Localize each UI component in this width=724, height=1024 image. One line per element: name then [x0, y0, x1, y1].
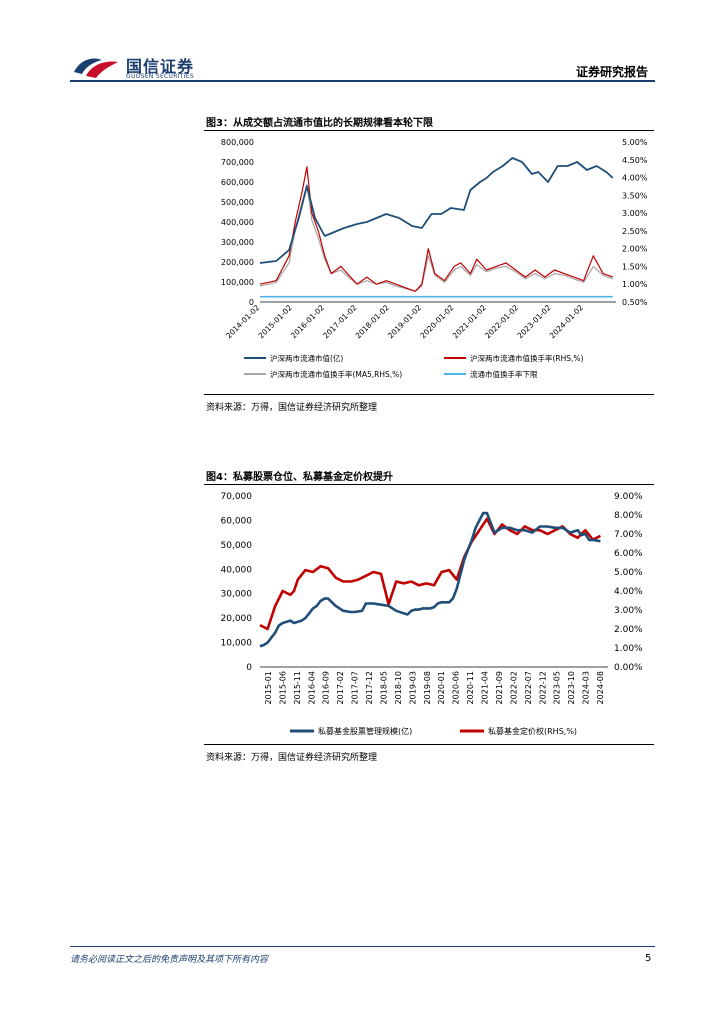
logo-mark-icon [74, 58, 118, 78]
y-right-tick-label: 7.00% [614, 530, 643, 540]
y-right-tick-label: 6.00% [614, 549, 643, 559]
y-left-tick-label: 800,000 [221, 138, 254, 147]
y-left-tick-label: 300,000 [221, 238, 254, 247]
y-right-tick-label: 4.00% [614, 587, 643, 597]
y-left-tick-label: 500,000 [221, 198, 254, 207]
y-left-tick-label: 0 [249, 298, 254, 307]
x-tick-label: 2024-03 [582, 671, 591, 704]
series-line-1 [259, 157, 614, 264]
x-tick-label: 2021-09 [495, 671, 504, 704]
x-tick-label: 2015-06 [278, 671, 287, 704]
x-tick-label: 2016-09 [322, 671, 331, 704]
x-tick-label: 2016-04 [307, 671, 316, 704]
x-tick-label: 2020-06 [452, 671, 461, 704]
y-right-tick-label: 3.50% [622, 191, 648, 200]
x-tick-label: 2023-05 [553, 671, 562, 704]
logo-text-cn: 国信证券 [126, 57, 195, 76]
x-tick-label: 2022-07 [524, 671, 533, 704]
y-right-tick-label: 5.00% [622, 138, 648, 147]
legend-label: 沪深两市流通市值(亿) [270, 353, 343, 363]
figure3-title: 图3：从成交额占流通市值比的长期规律看本轮下限 [206, 118, 433, 129]
series-line-3 [259, 184, 614, 292]
y-right-tick-label: 9.00% [614, 492, 643, 502]
y-right-tick-label: 4.00% [622, 174, 648, 183]
x-tick-label: 2017-02 [336, 671, 345, 704]
y-right-tick-label: 2.00% [614, 625, 643, 635]
y-right-tick-label: 2.50% [622, 227, 648, 236]
figure3-source: 资料来源：万得，国信证券经济研究所整理 [206, 403, 378, 413]
x-tick-label: 2017-07 [351, 671, 360, 704]
x-tick-label: 2019-08 [423, 671, 432, 704]
legend-label: 私募基金股票管理规模(亿) [318, 726, 412, 736]
logo-text-en: GUOSEN SECURITIES [126, 73, 195, 80]
y-left-tick-label: 200,000 [221, 258, 254, 267]
header-divider [70, 80, 655, 82]
y-left-tick-label: 50,000 [221, 541, 253, 551]
figure3-top-rule [204, 130, 654, 131]
x-tick-label: 2018-10 [394, 671, 403, 704]
y-left-tick-label: 40,000 [221, 565, 253, 575]
legend-label: 私募基金定价权(RHS,%) [488, 726, 577, 736]
y-right-tick-label: 4.50% [622, 156, 648, 165]
y-left-tick-label: 70,000 [221, 492, 253, 502]
y-right-tick-label: 1.00% [622, 280, 648, 289]
x-tick-label: 2024-01-02 [548, 303, 585, 340]
y-left-tick-label: 100,000 [221, 278, 254, 287]
y-left-tick-label: 0 [246, 663, 252, 673]
x-tick-label: 2020-11 [466, 671, 475, 704]
figure4-bottom-rule [204, 744, 654, 745]
figure4-title: 图4：私募股票仓位、私募基金定价权提升 [206, 472, 393, 483]
x-tick-label: 2015-01 [264, 671, 273, 704]
y-right-tick-label: 2.00% [622, 245, 648, 254]
legend-label: 沪深两市流通市值换手率(RHS,%) [470, 353, 584, 363]
x-tick-label: 2017-12 [365, 671, 374, 704]
legend-label: 流通市值换手率下限 [470, 369, 538, 379]
y-right-tick-label: 0.50% [622, 298, 648, 307]
y-left-tick-label: 700,000 [221, 158, 254, 167]
y-right-tick-label: 3.00% [614, 606, 643, 616]
x-tick-label: 2023-10 [567, 671, 576, 704]
y-left-tick-label: 10,000 [221, 639, 253, 649]
series-line-1 [259, 511, 601, 648]
footer-divider [70, 946, 655, 947]
y-left-tick-label: 60,000 [221, 516, 253, 526]
footer-disclaimer: 请务必阅读正文之后的免责声明及其项下所有内容 [70, 955, 269, 965]
x-tick-label: 2018-05 [379, 671, 388, 704]
legend-label: 沪深两市流通市值换手率(MA5,RHS,%) [270, 369, 402, 379]
y-right-tick-label: 1.50% [622, 262, 648, 271]
y-right-tick-label: 3.00% [622, 209, 648, 218]
x-tick-label: 2019-03 [408, 671, 417, 704]
figure3-bottom-rule [204, 394, 654, 395]
x-tick-label: 2022-12 [538, 671, 547, 704]
y-right-tick-label: 5.00% [614, 568, 643, 578]
y-left-tick-label: 30,000 [221, 590, 253, 600]
report-type: 证券研究报告 [576, 65, 649, 79]
x-tick-label: 2024-08 [596, 671, 605, 704]
figure3-chart: 800,000 700,000 600,000 500,000 400,000 300,0… [221, 138, 648, 379]
y-right-tick-label: 8.00% [614, 511, 643, 521]
y-left-tick-label: 20,000 [221, 614, 253, 624]
figure4-source: 资料来源：万得，国信证券经济研究所整理 [206, 753, 378, 763]
x-tick-label: 2022-02 [509, 671, 518, 704]
y-right-tick-label: 0.00% [614, 663, 643, 673]
figure4-top-rule [204, 484, 654, 485]
x-tick-label: 2021-04 [481, 671, 490, 704]
page-number: 5 [645, 953, 652, 964]
x-tick-label: 2020-01 [437, 671, 446, 704]
y-left-tick-label: 400,000 [221, 218, 254, 227]
series-line-2 [259, 166, 614, 292]
x-tick-label: 2015-11 [293, 671, 302, 704]
logo: 国信证券 GUOSEN SECURITIES [72, 52, 202, 80]
y-right-tick-label: 1.00% [614, 644, 643, 654]
figure4-chart: 70,000 60,000 50,000 40,000 30,000 20,000 10,0… [221, 492, 644, 736]
series-line-2 [259, 517, 601, 631]
y-left-tick-label: 600,000 [221, 178, 254, 187]
